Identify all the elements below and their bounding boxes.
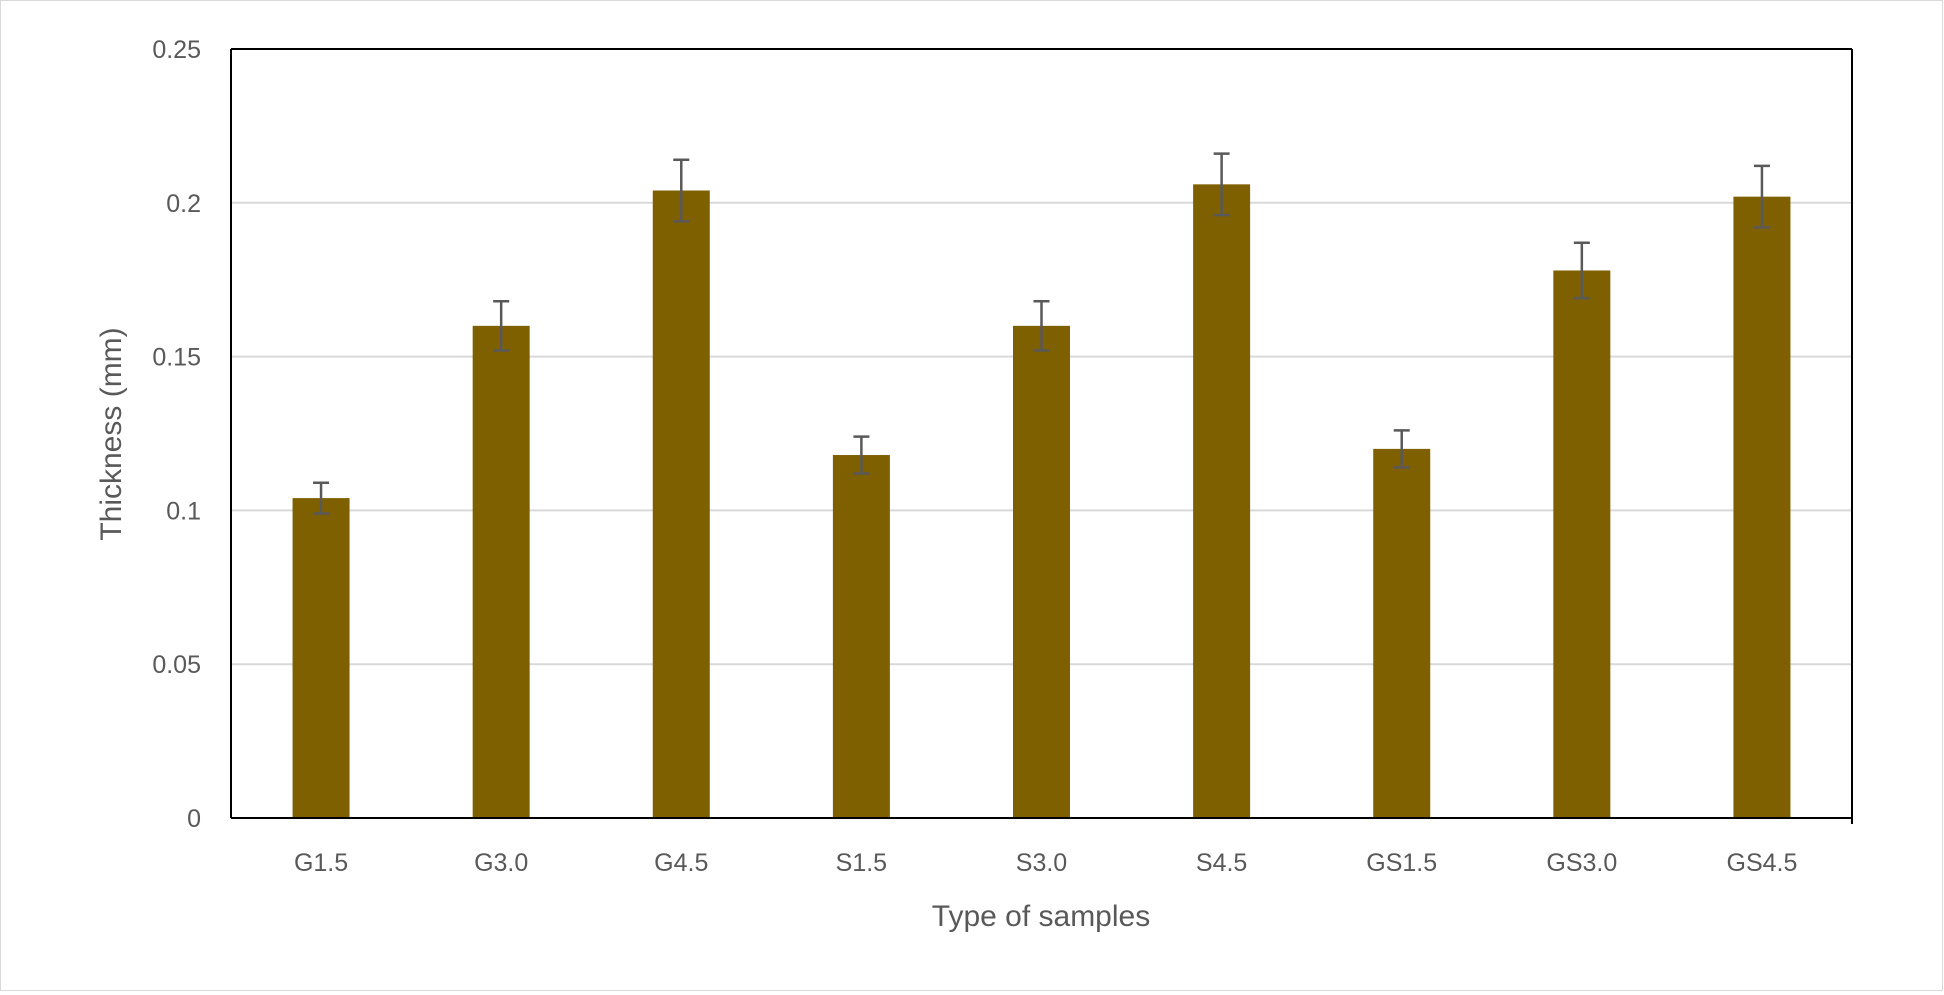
axes	[230, 48, 1853, 824]
bar	[832, 455, 890, 818]
bar	[1553, 270, 1611, 818]
x-axis-title: Type of samples	[932, 900, 1150, 933]
y-tick-label: 0	[187, 805, 201, 833]
y-tick-labels: 0 0.05 0.1 0.15 0.2 0.25	[152, 36, 201, 833]
bar	[652, 190, 710, 819]
error-bar	[1753, 164, 1770, 229]
bar	[1193, 184, 1251, 818]
error-bar	[493, 299, 510, 352]
y-tick-label: 0.1	[166, 497, 201, 525]
x-tick-label: G4.5	[654, 849, 708, 877]
x-tick-label: GS4.5	[1727, 849, 1798, 877]
bars	[292, 184, 1791, 819]
x-tick-label: S1.5	[836, 849, 887, 877]
error-bar	[313, 481, 330, 515]
x-tick-label: G1.5	[294, 849, 348, 877]
bar	[472, 325, 530, 818]
x-tick-label: S3.0	[1016, 849, 1067, 877]
y-tick-label: 0.05	[152, 651, 201, 679]
error-bar	[1033, 299, 1050, 352]
x-tick-label: G3.0	[474, 849, 528, 877]
y-axis-title: Thickness (mm)	[95, 327, 128, 540]
x-tick-label: S4.5	[1196, 849, 1247, 877]
x-tick-label: GS3.0	[1546, 849, 1617, 877]
error-bar	[1573, 241, 1590, 300]
bar	[1013, 325, 1070, 818]
error-bar	[853, 435, 870, 475]
y-tick-label: 0.15	[152, 344, 201, 372]
y-tick-label: 0.25	[152, 36, 201, 64]
x-tick-labels: G1.5 G3.0 G4.5 S1.5 S3.0 S4.5 GS1.5 GS3.0 GS4.5	[294, 849, 1797, 877]
error-bars	[313, 152, 1770, 515]
bar	[1733, 196, 1791, 818]
bar	[1373, 448, 1431, 818]
error-bar	[1393, 429, 1410, 469]
error-bar	[1213, 152, 1230, 217]
y-tick-label: 0.2	[166, 190, 201, 218]
bar	[292, 498, 350, 818]
error-bar	[673, 158, 690, 223]
x-tick-label: GS1.5	[1366, 849, 1437, 877]
